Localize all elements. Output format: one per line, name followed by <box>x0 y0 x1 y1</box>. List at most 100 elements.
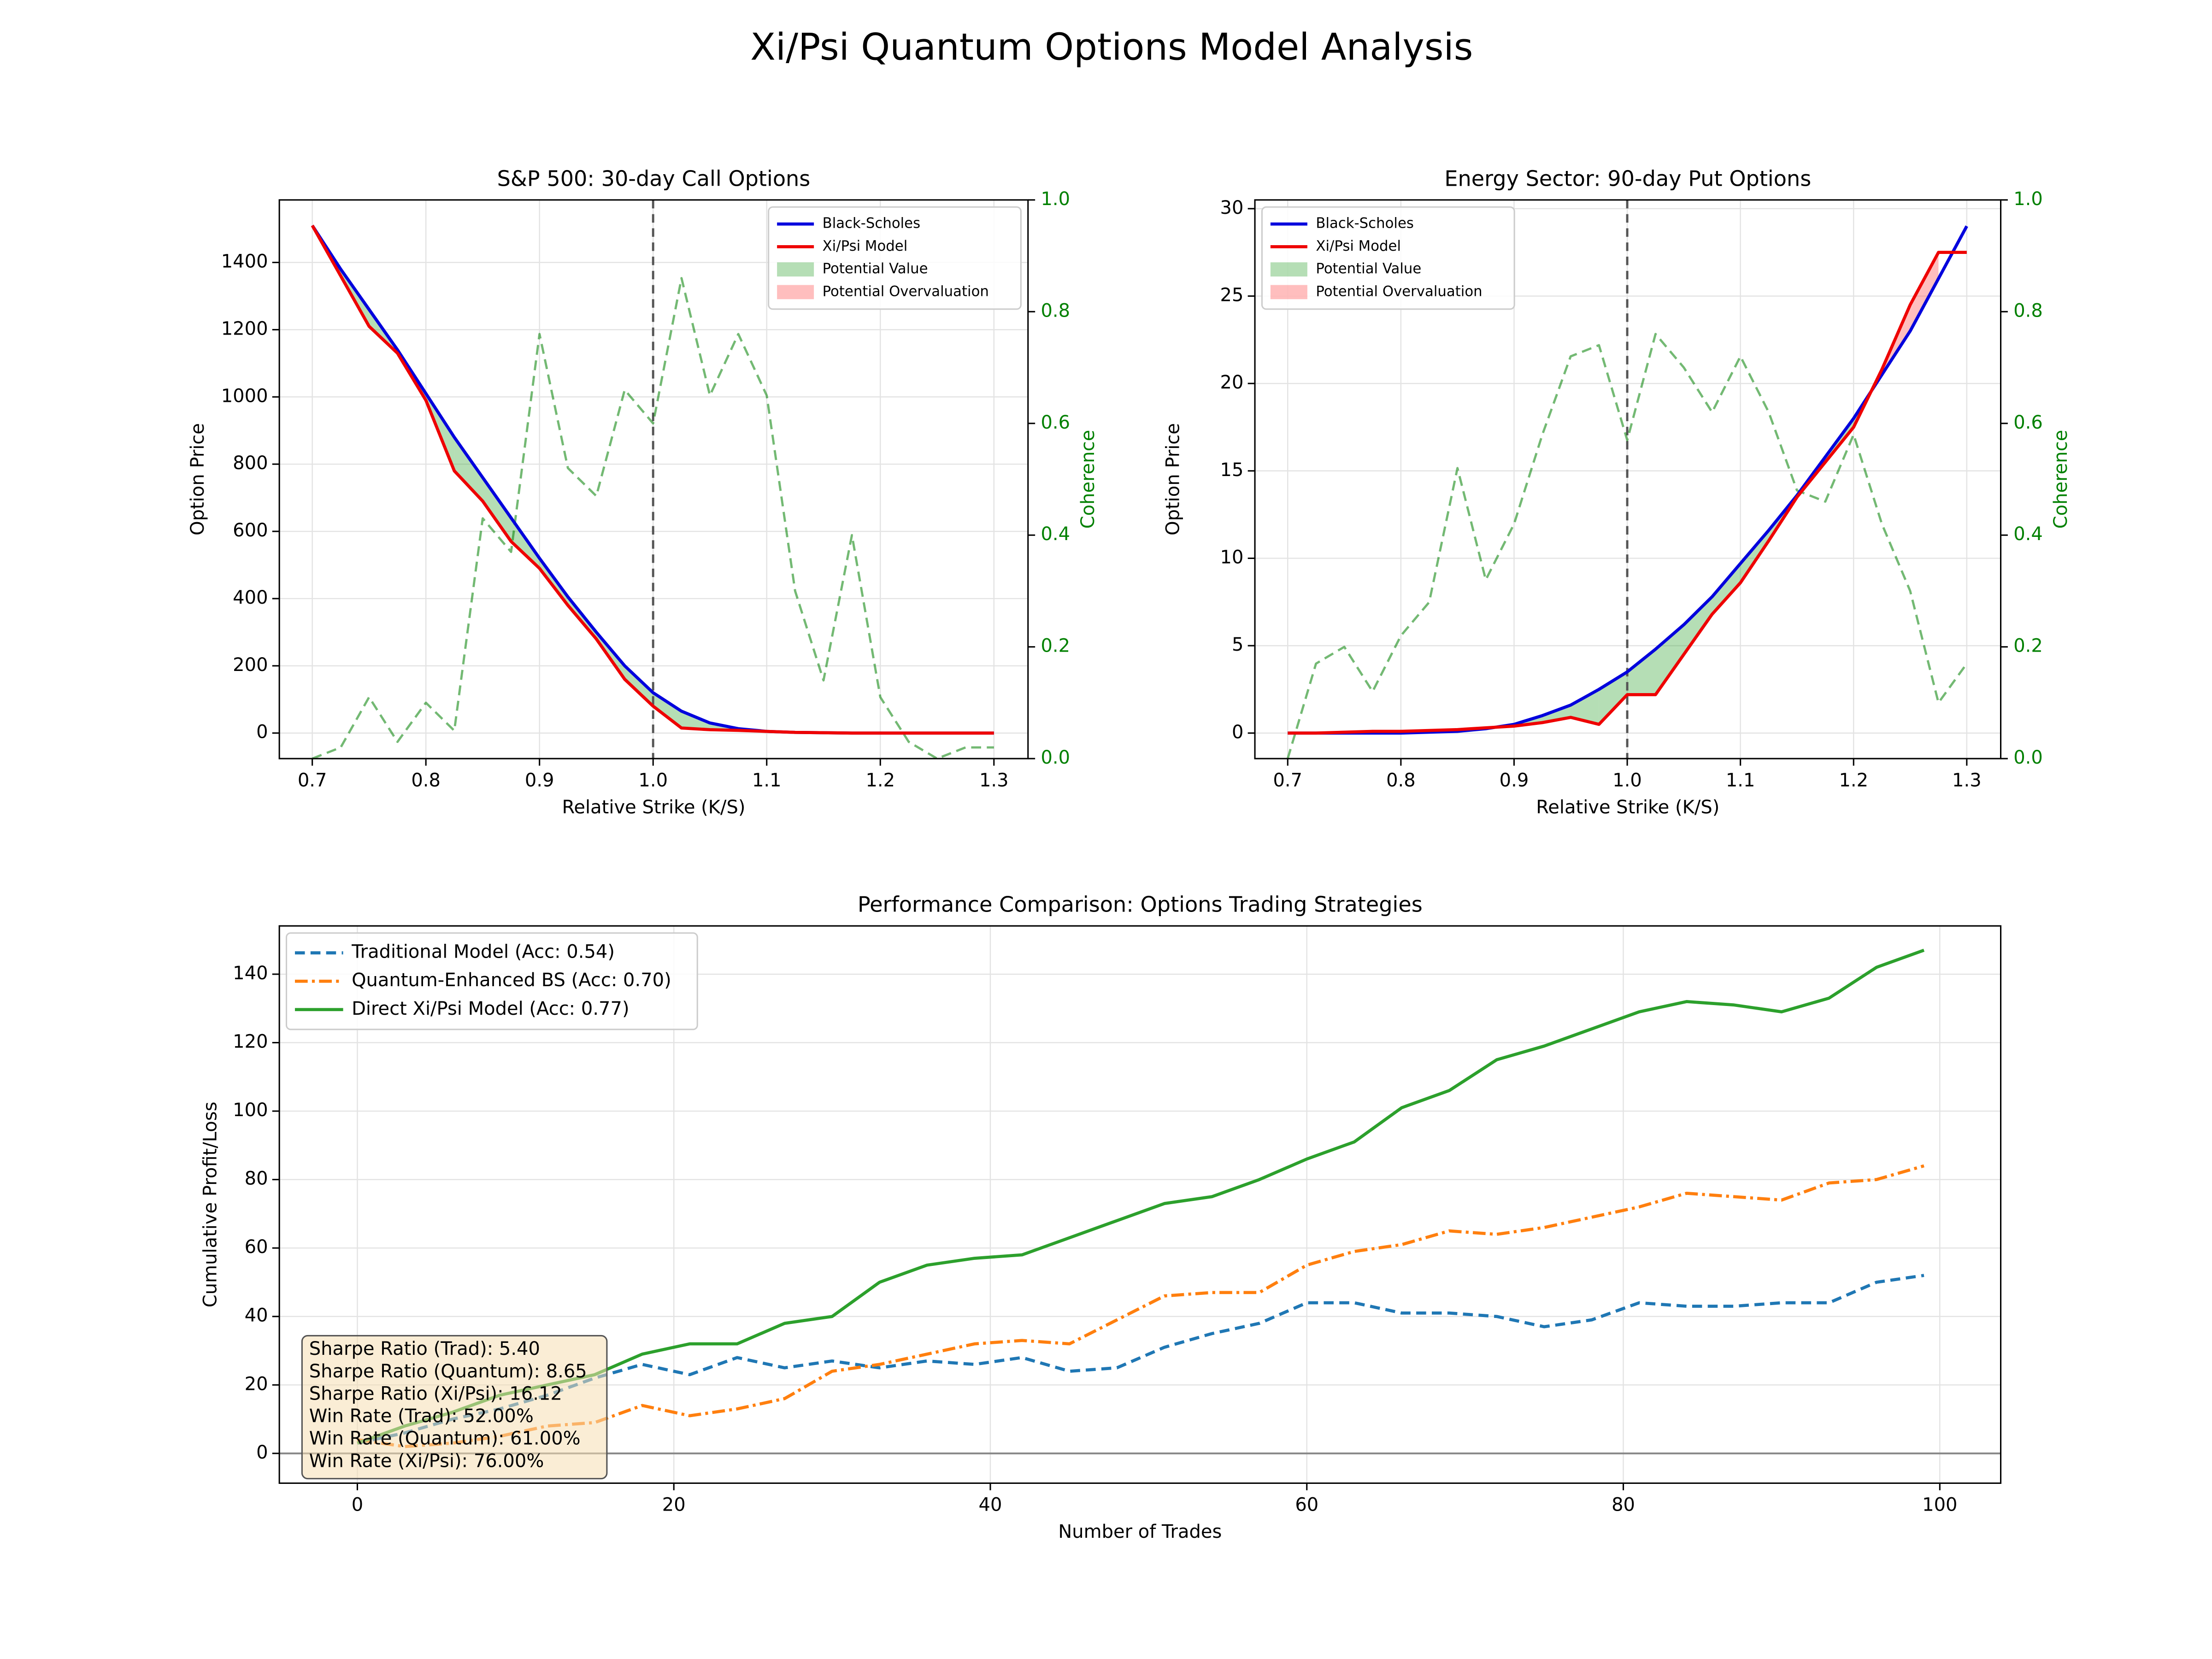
fill-region <box>1571 689 1599 724</box>
y-tick-label: 80 <box>245 1168 268 1189</box>
fill-region <box>653 693 682 728</box>
y-tick-label: 5 <box>1232 634 1243 655</box>
y-tick-label: 1200 <box>221 318 268 339</box>
legend-label: Potential Overvaluation <box>823 283 989 300</box>
annotation-text: Sharpe Ratio (Trad): 5.40 <box>309 1338 540 1359</box>
legend-swatch <box>1270 285 1307 300</box>
legend-swatch <box>777 285 814 300</box>
y2-tick-label: 0.0 <box>1041 747 1070 768</box>
x-tick-label: 0.9 <box>1500 770 1529 791</box>
series-line <box>312 277 994 760</box>
legend-label: Traditional Model (Acc: 0.54) <box>351 941 615 963</box>
legend-box <box>286 932 698 1030</box>
y-tick-label: 40 <box>245 1305 268 1326</box>
legend-label: Potential Value <box>1316 260 1421 277</box>
x-tick-label: 20 <box>662 1494 686 1516</box>
y-tick-label: 25 <box>1220 284 1244 306</box>
y2-tick-label: 0.4 <box>1041 524 1070 545</box>
x-tick-label: 0 <box>352 1494 363 1516</box>
x-tick-label: 40 <box>979 1494 1002 1516</box>
annotation-text: Win Rate (Trad): 52.00% <box>309 1406 534 1427</box>
fill-region <box>1627 649 1656 695</box>
x-tick-label: 1.1 <box>752 770 782 791</box>
y-tick-label: 60 <box>245 1236 268 1258</box>
series-line <box>357 1274 1924 1445</box>
y-axis-label: Option Price <box>187 423 208 535</box>
y-tick-label: 20 <box>245 1373 268 1394</box>
axes-title: S&P 500: 30-day Call Options <box>497 166 811 191</box>
y2-tick-label: 0.8 <box>1041 300 1070 321</box>
axes-frame <box>278 925 2002 1484</box>
x-tick-label: 0.7 <box>298 770 327 791</box>
y2-axis-label: Coherence <box>2050 430 2071 529</box>
y-tick-label: 600 <box>233 520 268 541</box>
y2-tick-label: 0.6 <box>2013 412 2043 433</box>
annotation-box <box>301 1335 608 1480</box>
x-tick-label: 1.1 <box>1726 770 1755 791</box>
x-axis-label: Relative Strike (K/S) <box>1536 797 1719 818</box>
figure-title: Xi/Psi Quantum Options Model Analysis <box>750 26 1473 69</box>
y-tick-label: 400 <box>233 587 268 608</box>
series-line <box>357 1164 1924 1448</box>
y-tick-label: 30 <box>1220 197 1244 218</box>
legend-label: Xi/Psi Model <box>1316 238 1401 254</box>
y2-axis-label: Coherence <box>1077 430 1099 529</box>
x-tick-label: 80 <box>1612 1494 1635 1516</box>
legend-label: Potential Overvaluation <box>1316 283 1482 300</box>
y-tick-label: 0 <box>1232 722 1243 743</box>
series-line <box>1288 251 1967 735</box>
y-tick-label: 1000 <box>221 385 268 406</box>
x-tick-label: 0.8 <box>411 770 441 791</box>
annotation-text: Win Rate (Xi/Psi): 76.00% <box>309 1450 544 1471</box>
x-tick-label: 0.8 <box>1386 770 1416 791</box>
y-tick-label: 20 <box>1220 372 1244 393</box>
axes-title: Performance Comparison: Options Trading … <box>858 892 1423 917</box>
axes-title: Energy Sector: 90-day Put Options <box>1444 166 1811 191</box>
fill-region <box>1910 252 1939 331</box>
x-tick-label: 1.0 <box>638 770 668 791</box>
y2-tick-label: 0.6 <box>1041 412 1070 433</box>
y-tick-label: 0 <box>256 1442 268 1463</box>
y-tick-label: 0 <box>256 722 268 743</box>
fill-region <box>454 437 483 501</box>
x-tick-label: 1.2 <box>1839 770 1868 791</box>
legend-box <box>768 206 1022 310</box>
legend-label: Black-Scholes <box>823 215 921 232</box>
fill-region <box>624 665 653 706</box>
legend-label: Quantum-Enhanced BS (Acc: 0.70) <box>352 970 671 991</box>
annotation-text: Win Rate (Quantum): 61.00% <box>309 1428 581 1449</box>
x-tick-label: 0.7 <box>1273 770 1302 791</box>
x-axis-label: Relative Strike (K/S) <box>562 797 745 818</box>
y-tick-label: 120 <box>233 1031 268 1053</box>
plot-area <box>1255 200 2001 759</box>
x-tick-label: 1.2 <box>865 770 895 791</box>
annotation-text: Sharpe Ratio (Xi/Psi): 16.12 <box>309 1383 562 1404</box>
y-axis-label: Option Price <box>1163 423 1184 535</box>
x-tick-label: 1.3 <box>1952 770 1982 791</box>
y2-tick-label: 0.2 <box>2013 635 2043 657</box>
series-line <box>1288 225 1968 735</box>
legend-label: Xi/Psi Model <box>823 238 908 254</box>
y2-tick-label: 0.0 <box>2013 747 2043 768</box>
y-axis-label: Cumulative Profit/Loss <box>200 1102 221 1308</box>
y-tick-label: 100 <box>233 1100 268 1121</box>
y-tick-label: 800 <box>233 453 268 474</box>
legend-label: Black-Scholes <box>1316 215 1414 232</box>
y-tick-label: 1400 <box>221 251 268 272</box>
y2-tick-label: 1.0 <box>1041 188 1070 210</box>
series-line <box>311 224 994 735</box>
y2-tick-label: 0.8 <box>2013 300 2043 321</box>
x-tick-label: 1.0 <box>1612 770 1642 791</box>
legend-swatch <box>777 262 814 276</box>
y2-tick-label: 0.2 <box>1041 635 1070 657</box>
y-tick-label: 15 <box>1220 459 1244 481</box>
annotation-text: Sharpe Ratio (Quantum): 8.65 <box>309 1361 587 1382</box>
fill-region <box>1712 563 1741 614</box>
y2-tick-label: 1.0 <box>2013 188 2043 210</box>
legend-box <box>1261 206 1515 310</box>
y-tick-label: 200 <box>233 654 268 676</box>
legend-label: Potential Value <box>823 260 928 277</box>
x-tick-label: 100 <box>1922 1494 1957 1516</box>
